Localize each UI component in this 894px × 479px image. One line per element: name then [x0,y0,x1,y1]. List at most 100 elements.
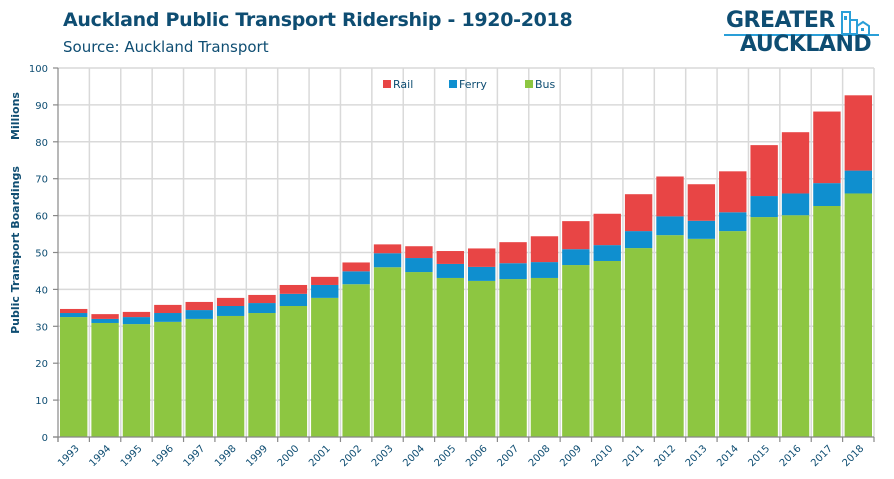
bar-bus-2000 [279,306,308,437]
bar-ferry-2007 [499,263,527,280]
x-tick-label: 2002 [338,443,364,469]
chart-subtitle: Source: Auckland Transport [63,38,269,56]
bar-bus-2002 [342,284,370,437]
bar-ferry-2004 [405,258,433,273]
bar-rail-2018 [844,95,872,171]
y-tick-label: 0 [42,433,48,444]
bar-ferry-1994 [91,318,119,323]
bar-ferry-2017 [813,183,841,207]
y-tick-label: 80 [35,138,48,149]
bar-rail-1993 [60,308,88,314]
x-tick-label: 2001 [307,443,333,469]
x-tick-label: 1999 [244,443,270,469]
x-tick-label: 2004 [401,443,427,469]
x-tick-label: 2018 [841,443,867,469]
legend-label-ferry: Ferry [459,78,487,91]
x-tick-label: 2007 [495,443,521,469]
bar-bus-1998 [216,315,245,437]
x-tick-label: 2011 [621,443,647,469]
y-tick-label: 90 [35,101,48,112]
legend-label-rail: Rail [393,78,413,91]
bar-rail-1998 [216,297,245,307]
bar-rail-2017 [813,111,841,184]
greater-auckland-logo: GREATER AUCKLAND [722,8,882,60]
y-tick-label: 70 [35,175,48,186]
x-tick-label: 2012 [652,443,678,469]
bar-ferry-2010 [593,245,621,261]
legend-swatch-rail [383,80,391,88]
legend-label-bus: Bus [535,78,556,91]
x-tick-label: 2017 [809,443,835,469]
x-tick-label: 2014 [715,443,741,469]
bar-bus-1997 [185,318,213,437]
x-tick-labels: 1993 1994 1995 1996 1997 1998 1999 2000 2001 2002… [56,443,866,469]
bar-ferry-2014 [719,212,747,232]
bar-rail-2006 [468,248,496,267]
bar-ferry-2012 [656,216,684,236]
bar-bus-2014 [719,231,747,437]
x-tick-label: 1993 [56,443,82,469]
bar-ferry-2016 [781,193,810,216]
bar-ferry-2003 [373,253,402,268]
bar-rail-2003 [373,244,402,254]
x-tick-label: 2005 [433,443,459,469]
bar-ferry-2008 [530,262,559,278]
bar-bus-2008 [530,277,559,437]
bar-bus-2016 [781,215,810,437]
bar-ferry-1995 [122,317,151,325]
bar-rail-2004 [405,246,433,259]
bar-bus-1996 [154,321,182,437]
legend-swatch-ferry [449,80,457,88]
x-tick-label: 2000 [276,443,302,469]
bar-ferry-2011 [624,231,653,249]
logo-underline [724,34,879,36]
legend-swatch-bus [525,80,533,88]
y-tick-label: 60 [35,212,48,223]
bar-bus-2012 [656,235,684,437]
bar-rail-2013 [687,184,716,221]
y-tick-label: 10 [35,396,48,407]
bar-bus-2013 [687,238,716,437]
bar-rail-1995 [122,311,151,318]
bar-bus-2006 [468,280,496,437]
bar-rail-2016 [781,132,810,194]
bar-ferry-2002 [342,271,370,285]
x-tick-label: 1994 [87,443,113,469]
bar-bus-2017 [813,206,841,437]
bar-bus-2011 [624,248,653,437]
bar-ferry-2006 [468,266,496,281]
y-tick-label: 50 [35,249,48,260]
chart-title: Auckland Public Transport Ridership - 19… [63,9,573,31]
bar-ferry-2013 [687,220,716,239]
bar-ferry-2001 [311,284,339,298]
bars [60,95,872,437]
y-tick-labels: 0 10 20 30 40 50 60 70 80 90 100 [29,64,48,444]
bar-bus-2004 [405,272,433,437]
x-tick-label: 2013 [684,443,710,469]
y-tick-label: 20 [35,359,48,370]
bar-ferry-2018 [844,170,872,194]
x-tick-label: 2008 [527,443,553,469]
x-tick-label: 2009 [558,443,584,469]
x-tick-label: 2016 [778,443,804,469]
bar-rail-2000 [279,284,308,294]
bar-bus-1993 [60,317,88,437]
legend: Rail Ferry Bus [383,78,556,91]
bar-bus-2009 [562,265,590,437]
y-tick-label: 30 [35,322,48,333]
bar-ferry-1999 [248,303,276,314]
x-tick-label: 1998 [213,443,239,469]
bar-rail-2005 [436,251,464,264]
axes [53,67,875,442]
bar-rail-1997 [185,301,213,311]
x-tick-label: 2015 [746,443,772,469]
bar-ferry-2005 [436,263,464,278]
grid-lines [58,67,875,437]
bar-ferry-2015 [750,196,778,218]
x-tick-label: 2003 [370,443,396,469]
x-tick-label: 2006 [464,443,490,469]
bar-rail-1996 [154,304,182,314]
bar-bus-2003 [373,267,402,437]
x-tick-label: 1995 [119,443,145,469]
